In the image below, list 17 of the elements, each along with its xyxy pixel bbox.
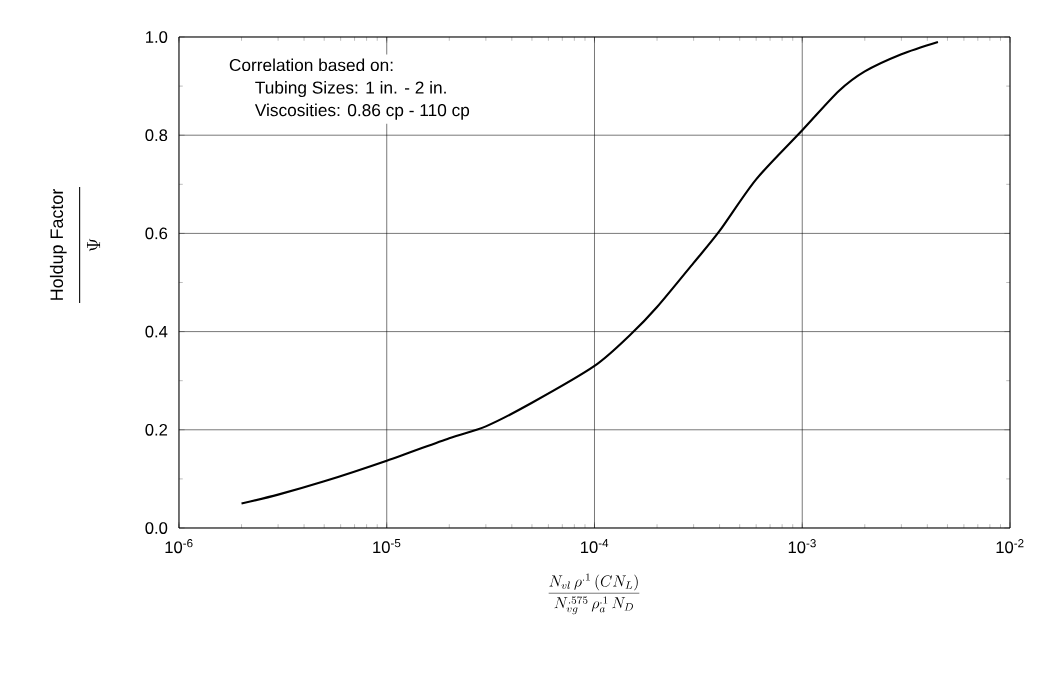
y-tick-label: 0.4 bbox=[145, 325, 168, 338]
x-tick-label: 10$^{-4}$ bbox=[581, 539, 609, 554]
y-axis-title: Holdup Factor bbox=[49, 189, 67, 300]
y2-axis-title: $\Psi$ bbox=[87, 238, 101, 252]
y-tick-label: 0.2 bbox=[145, 423, 168, 436]
y-tick-label: 0.0 bbox=[145, 522, 168, 534]
y-tick-label: 0.6 bbox=[145, 227, 168, 240]
x-axis-title: $\frac{N_{vl}\,\rho^{.1}\,(CN_L)}{N_{vg}^{.575}\,\rho_a^{.1}\,N_D}$ bbox=[548, 573, 640, 615]
x-tick-label: 10$^{-2}$ bbox=[996, 539, 1024, 554]
annotation: Correlation based on: bbox=[229, 58, 393, 72]
y-tick-label: 0.8 bbox=[145, 129, 168, 142]
x-tick-label: 10$^{-3}$ bbox=[788, 539, 816, 554]
x-tick-label: 10$^{-6}$ bbox=[165, 539, 193, 554]
y-tick-label: 1.0 bbox=[146, 31, 168, 43]
annotation: Viscosities: 0.86 cp - 110 cp bbox=[254, 103, 470, 120]
annotation: Tubing Sizes: 1 in. - 2 in. bbox=[255, 81, 446, 98]
x-tick-label: 10$^{-5}$ bbox=[373, 539, 401, 554]
